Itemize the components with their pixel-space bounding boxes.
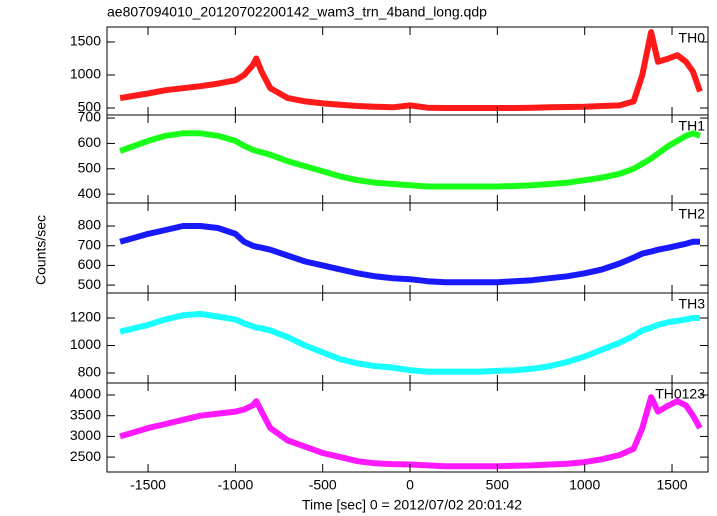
data-line	[119, 394, 703, 470]
data-line	[119, 223, 700, 286]
x-axis-label: Time [sec] 0 = 2012/07/02 20:01:42	[302, 497, 522, 513]
x-tick-label: 0	[406, 477, 414, 493]
panel-label: TH0	[679, 30, 706, 46]
y-tick-label: 1000	[70, 336, 101, 352]
y-tick-label: 4000	[70, 386, 101, 402]
y-tick-label: 600	[78, 256, 102, 272]
panel-label: TH1	[679, 118, 706, 134]
data-line	[119, 310, 700, 375]
data-line	[119, 29, 703, 111]
y-tick-label: 3000	[70, 427, 101, 443]
x-tick-label: 500	[486, 477, 510, 493]
panel-frame	[106, 114, 709, 204]
x-tick-label: 1500	[656, 477, 687, 493]
x-tick-label: -500	[309, 477, 337, 493]
y-tick-label: 500	[78, 276, 102, 292]
panel-label: TH3	[679, 296, 706, 312]
y-tick-label: 1000	[70, 66, 101, 82]
panel-label: TH0123	[655, 386, 705, 402]
y-tick-label: 1500	[70, 33, 101, 49]
panel-label: TH2	[679, 206, 706, 222]
y-tick-label: 800	[78, 217, 102, 233]
x-tick-label: 1000	[569, 477, 600, 493]
panel-frame	[106, 382, 709, 473]
x-tick-label: -1000	[217, 477, 253, 493]
y-tick-label: 600	[78, 134, 102, 150]
y-tick-label: 700	[78, 236, 102, 252]
y-tick-label: 500	[78, 99, 102, 115]
y-tick-label: 1200	[70, 309, 101, 325]
y-tick-label: 500	[78, 159, 102, 175]
y-tick-label: 700	[78, 109, 102, 125]
y-tick-label: 3500	[70, 406, 101, 422]
y-tick-label: 800	[78, 364, 102, 380]
x-tick-label: -1500	[130, 477, 166, 493]
y-tick-label: 2500	[70, 448, 101, 464]
data-line	[119, 130, 702, 190]
y-axis-label: Counts/sec	[33, 215, 49, 285]
panel-frame	[106, 26, 709, 116]
chart-title: ae807094010_20120702200142_wam3_trn_4ban…	[107, 4, 487, 20]
y-tick-label: 400	[78, 185, 102, 201]
